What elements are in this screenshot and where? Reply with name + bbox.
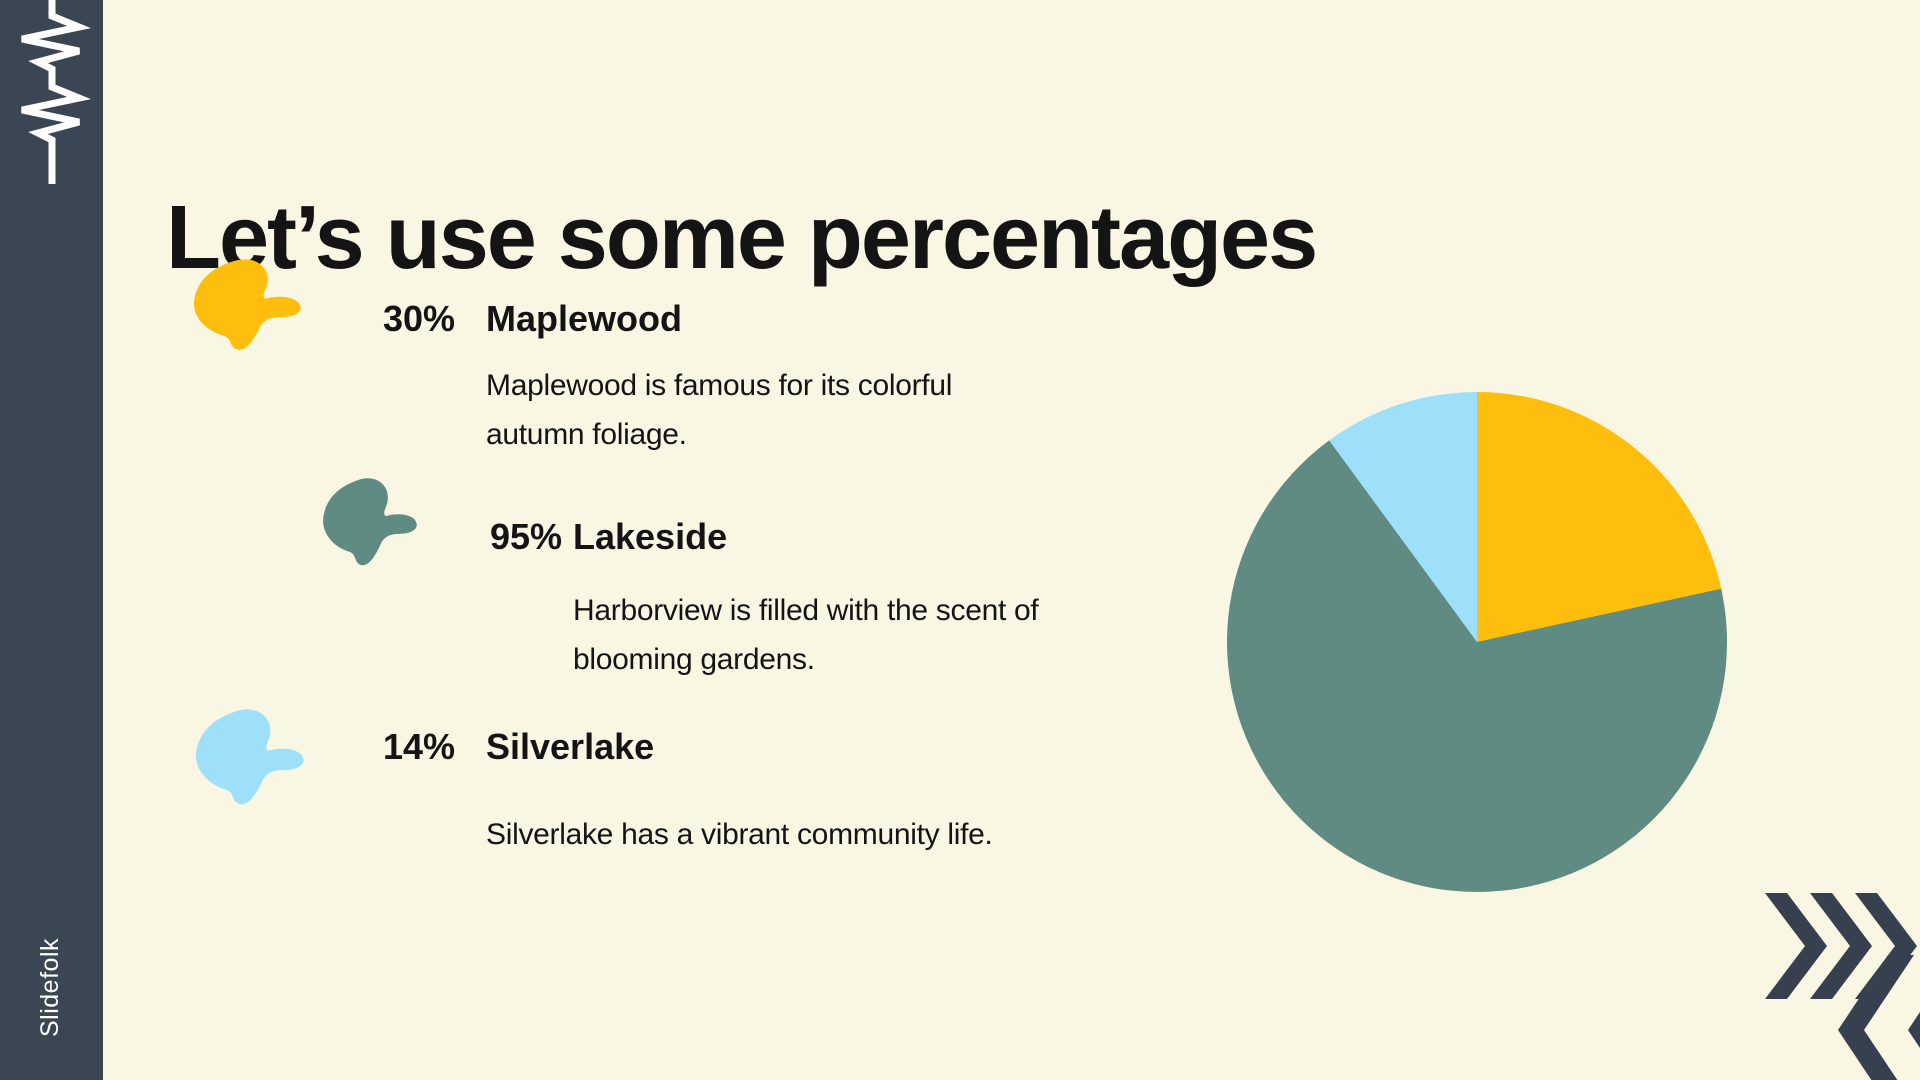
maplewood-name: Maplewood — [486, 298, 682, 339]
maplewood-percent: 30% — [383, 298, 456, 339]
brand-label: Slidefolk — [36, 938, 64, 1037]
silverlake-blob-icon — [195, 709, 304, 805]
silverlake-description: Silverlake has a vibrant community life. — [486, 818, 993, 851]
silverlake-percent: 14% — [383, 726, 456, 767]
lakeside-name: Lakeside — [573, 516, 728, 557]
squiggle-line-icon — [21, 0, 91, 184]
sidebar: Slidefolk — [0, 0, 103, 1080]
lakeside-percent: 95% — [490, 516, 563, 557]
pie-chart — [1227, 392, 1727, 892]
page-title: Let’s use some percentages — [166, 188, 1318, 289]
lakeside-description: Harborview is filled with the scent of bl… — [573, 594, 1039, 676]
lakeside-blob-icon — [323, 478, 417, 566]
maplewood-blob-icon — [193, 259, 301, 350]
maplewood-description: Maplewood is famous for its colorful autu… — [486, 369, 953, 451]
silverlake-name: Silverlake — [486, 726, 655, 767]
chevron-arrows-icon — [1765, 893, 1920, 1080]
